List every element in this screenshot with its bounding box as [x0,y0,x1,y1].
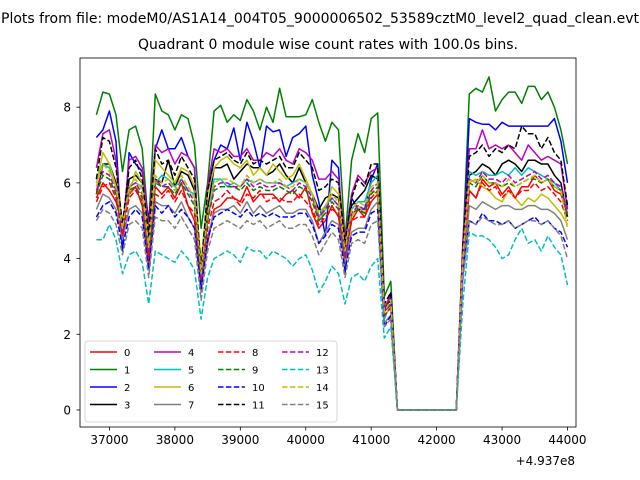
legend-label-2: 2 [124,383,130,394]
figure-suptitle: Plots from file: modeM0/AS1A14_004T05_90… [1,11,639,27]
series-line-0 [95,174,569,411]
legend-label-3: 3 [124,401,130,412]
y-tick-label: 0 [63,403,71,417]
legend-label-5: 5 [188,366,194,377]
legend-label-15: 15 [316,401,329,412]
series-line-10 [95,201,569,411]
x-tick-label: 37000 [90,433,128,447]
legend-label-11: 11 [252,401,265,412]
y-tick-label: 4 [63,252,71,266]
legend-label-1: 1 [124,366,130,377]
legend-label-14: 14 [316,383,329,394]
chart-title: Quadrant 0 module wise count rates with … [138,37,518,53]
series-line-7 [95,193,569,411]
series-line-8 [95,182,569,411]
series-line-13 [96,223,569,411]
legend-label-6: 6 [188,383,194,394]
series-line-4 [95,129,569,411]
series-line-14 [95,163,569,411]
x-tick-label: 41000 [352,433,390,447]
legend-label-0: 0 [124,348,130,359]
series-line-15 [95,208,569,411]
x-tick-label: 40000 [287,433,325,447]
y-tick-label: 8 [63,101,71,115]
series-line-1 [95,76,569,411]
axes-frame [79,57,577,428]
x-offset-text: +4.937e8 [516,454,575,468]
legend-label-8: 8 [252,348,258,359]
y-tick-label: 2 [63,328,71,342]
legend-label-4: 4 [188,348,194,359]
legend-label-10: 10 [252,383,265,394]
x-tick-label: 44000 [548,433,586,447]
x-tick-label: 39000 [221,433,259,447]
legend-label-12: 12 [316,348,329,359]
x-tick-label: 42000 [418,433,456,447]
x-tick-label: 43000 [483,433,521,447]
series-line-11 [95,125,569,411]
series-line-2 [95,110,569,411]
x-tick-label: 38000 [156,433,194,447]
legend-label-9: 9 [252,366,258,377]
legend-box [84,340,338,423]
y-tick-label: 6 [63,176,71,190]
legend-label-7: 7 [188,401,194,412]
legend-label-13: 13 [316,366,329,377]
